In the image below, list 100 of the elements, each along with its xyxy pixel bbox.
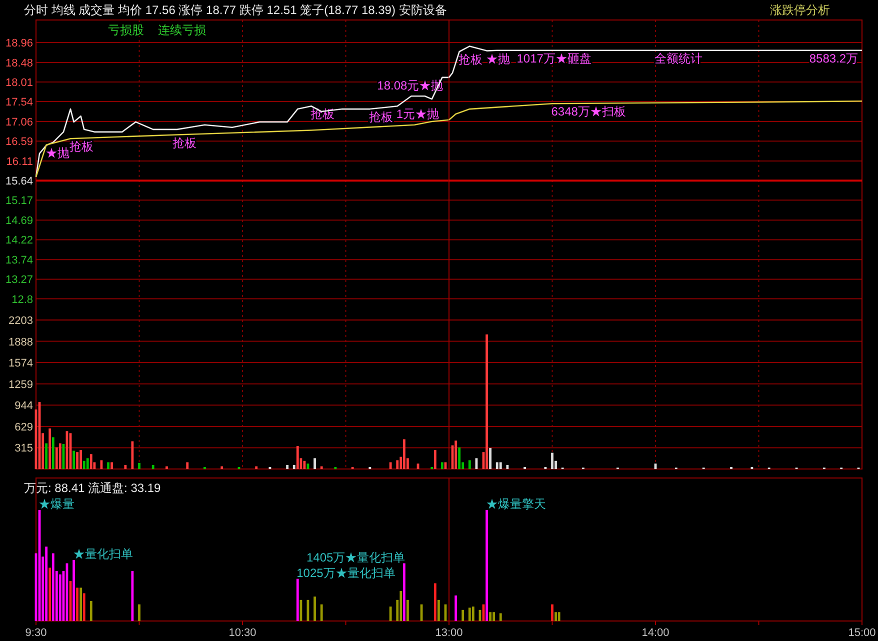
y-tick-label: 14.22 xyxy=(5,234,33,247)
bar xyxy=(166,466,168,469)
y-tick-label: 15.17 xyxy=(5,195,33,208)
chart-title: 分时 均线 成交量 均价 17.56 涨停 18.77 跌停 12.51 笼子(18.77 18.39) 安防设备 xyxy=(24,3,447,17)
bar xyxy=(406,600,409,621)
bar xyxy=(58,574,62,621)
bar xyxy=(486,334,488,469)
bar xyxy=(314,596,316,621)
bar xyxy=(551,604,554,621)
x-tick-label: 15:00 xyxy=(848,627,876,639)
annotation: 抢板 xyxy=(172,136,197,150)
bar xyxy=(454,595,458,621)
bar xyxy=(286,464,289,469)
y-tick-label: 18.96 xyxy=(5,37,33,50)
annotation: 抢板 xyxy=(368,110,393,124)
bar xyxy=(52,553,54,621)
y-tick-label: 2203 xyxy=(8,315,33,327)
bar xyxy=(551,452,554,469)
y-tick-label: 315 xyxy=(14,442,33,455)
bar xyxy=(72,450,75,469)
bar xyxy=(124,464,127,469)
x-tick-label: 9:30 xyxy=(25,627,47,639)
bar xyxy=(48,428,52,469)
bar xyxy=(454,440,458,469)
bar xyxy=(58,443,62,469)
annotation: 连续亏损 xyxy=(158,23,206,37)
bar xyxy=(400,591,402,621)
annotation: 亏损股 xyxy=(108,23,144,37)
bar xyxy=(489,448,492,469)
bar xyxy=(152,464,154,469)
y-tick-label: 13.27 xyxy=(5,274,33,286)
annotation: 1017万★砸盘 xyxy=(516,51,592,66)
bar xyxy=(486,510,488,621)
bar xyxy=(80,588,82,621)
bar xyxy=(45,546,48,621)
bar xyxy=(86,458,89,469)
y-tick-label: 1574 xyxy=(8,358,33,370)
bar xyxy=(468,608,471,621)
bar xyxy=(402,563,406,621)
bar xyxy=(554,612,557,621)
bar xyxy=(440,462,444,469)
bar xyxy=(499,462,502,469)
bar xyxy=(558,612,560,621)
annotation: 1405万★量化扫单 xyxy=(306,550,406,564)
bar xyxy=(434,583,436,621)
bar xyxy=(296,578,299,621)
annotation: ★爆量 xyxy=(38,497,75,511)
annotation: 8583.2万 xyxy=(809,51,858,66)
annotation: 抢板 xyxy=(458,52,482,67)
bar xyxy=(90,454,92,469)
bar xyxy=(107,462,110,469)
bar xyxy=(300,600,302,621)
bar xyxy=(396,460,399,469)
bar xyxy=(110,462,113,469)
annotation: 抢板 xyxy=(69,140,94,154)
annotation: 1025万★量化扫单 xyxy=(296,566,396,580)
bar xyxy=(437,600,440,621)
annotation: 全额统计 xyxy=(654,51,702,66)
bar xyxy=(131,571,134,621)
bar xyxy=(80,450,82,469)
annotation: ★抛 xyxy=(486,52,510,66)
bar xyxy=(131,441,134,469)
y-tick-label: 17.54 xyxy=(5,96,33,109)
y-tick-label: 1259 xyxy=(8,378,33,391)
y-tick-label: 16.11 xyxy=(6,156,33,168)
bar xyxy=(489,612,492,621)
y-tick-label: 18.01 xyxy=(5,76,33,89)
bar xyxy=(506,464,509,469)
bar xyxy=(82,460,86,469)
y-tick-label: 15.64 xyxy=(5,176,33,188)
bar xyxy=(82,593,86,621)
y-tick-label: 629 xyxy=(14,421,33,434)
chart-title: 涨跌停分析 xyxy=(770,3,830,17)
y-tick-label: 18.48 xyxy=(5,57,33,70)
y-tick-label: 14.69 xyxy=(5,215,33,228)
bar xyxy=(296,446,299,469)
bar xyxy=(52,437,54,469)
y-tick-label: 17.06 xyxy=(5,116,33,129)
bar xyxy=(138,604,140,621)
annotation: ★爆量擎天 xyxy=(486,497,546,511)
annotation: ★抛 xyxy=(45,146,70,160)
bar xyxy=(389,462,392,469)
bar xyxy=(255,466,258,469)
bar xyxy=(90,601,92,621)
bar xyxy=(292,464,296,469)
bar xyxy=(462,610,464,621)
annotation: 1元★抛 xyxy=(396,107,440,122)
y-tick-label: 944 xyxy=(14,400,33,412)
annotation: 6348万★扫板 xyxy=(551,104,626,119)
bar xyxy=(186,462,189,469)
bar xyxy=(458,447,461,469)
x-tick-label: 14:00 xyxy=(642,627,670,639)
y-tick-label: 16.59 xyxy=(5,136,33,148)
annotation: ★量化扫单 xyxy=(72,546,133,561)
bar xyxy=(138,462,140,469)
x-tick-label: 10:30 xyxy=(228,627,256,639)
bar xyxy=(76,452,78,469)
x-tick-label: 13:00 xyxy=(435,627,463,639)
bar xyxy=(499,613,502,621)
bar xyxy=(320,466,323,469)
